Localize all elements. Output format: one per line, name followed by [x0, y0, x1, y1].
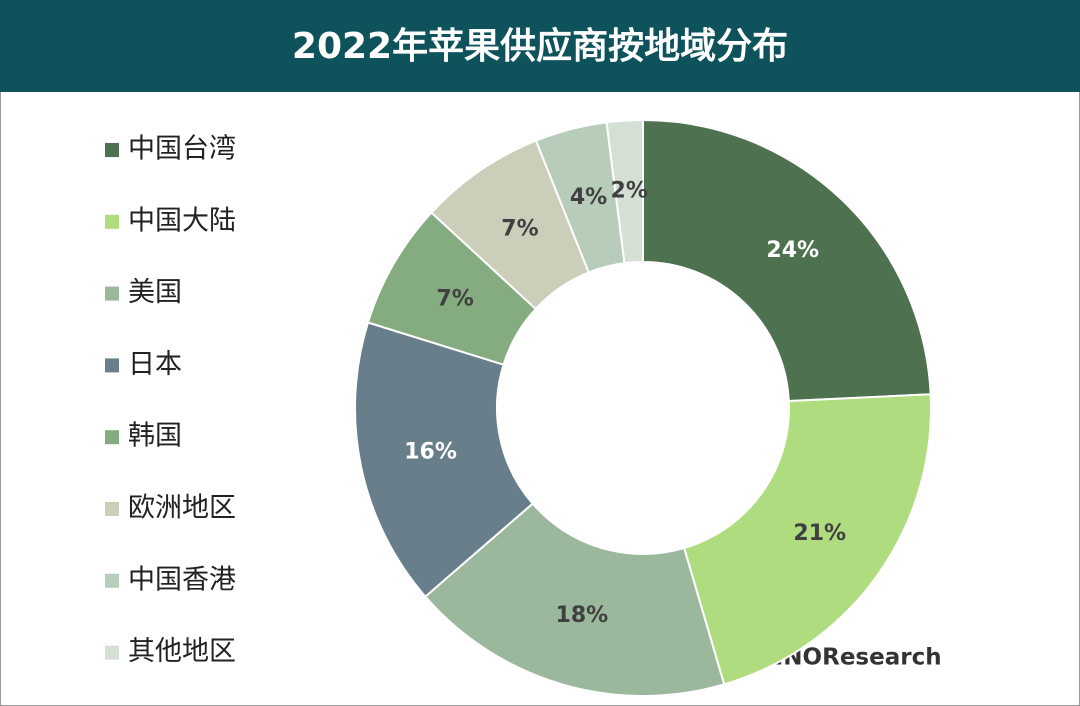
data-label: 16%	[404, 439, 457, 464]
legend-label: 欧洲地区	[128, 493, 236, 524]
legend-swatch	[105, 358, 119, 373]
legend-swatch	[105, 214, 119, 229]
data-label: 21%	[793, 521, 846, 546]
donut-slice	[682, 393, 932, 686]
legend-swatch	[105, 645, 119, 660]
data-label: 18%	[556, 603, 609, 628]
data-label: 7%	[501, 216, 538, 241]
legend-label: 其他地区	[128, 636, 236, 667]
legend-label: 日本	[128, 349, 182, 380]
legend-label: 中国大陆	[128, 205, 236, 236]
legend-label: 美国	[128, 277, 182, 308]
data-label: 24%	[766, 238, 819, 263]
legend-swatch	[105, 286, 119, 301]
donut-slice	[605, 118, 644, 265]
donut-slice	[423, 502, 726, 697]
legend-swatch	[105, 430, 119, 445]
legend-swatch	[105, 502, 119, 516]
legend-label: 中国台湾	[128, 134, 236, 165]
legend-swatch	[105, 573, 119, 588]
data-label: 7%	[436, 287, 473, 312]
donut-slice	[642, 118, 932, 403]
legend-label: 中国香港	[128, 564, 236, 595]
legend-label: 韩国	[128, 421, 182, 452]
donut-slice	[354, 321, 535, 599]
legend-swatch	[105, 143, 119, 157]
data-label: 4%	[570, 185, 607, 210]
data-label: 2%	[611, 178, 648, 203]
chart-title: 2022年苹果供应商按地域分布	[292, 26, 788, 67]
title-banner	[0, 0, 1080, 92]
